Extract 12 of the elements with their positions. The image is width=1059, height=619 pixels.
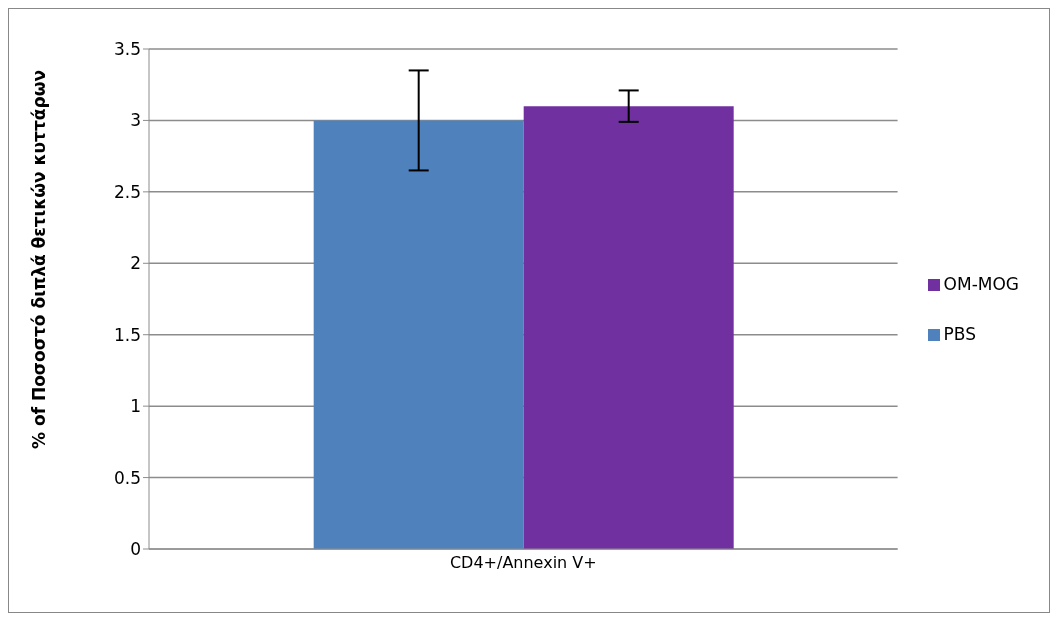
- y-tick-label: 1.5: [113, 324, 141, 345]
- legend-label: PBS: [943, 324, 976, 344]
- legend-label: OM-MOG: [943, 274, 1019, 294]
- y-tick-label: 0: [130, 539, 141, 560]
- y-tick-label: 1: [130, 396, 141, 417]
- y-tick-label: 3: [130, 110, 141, 131]
- y-tick-label: 2.5: [113, 181, 141, 202]
- y-tick-label: 0.5: [113, 467, 141, 488]
- y-axis-title: % of Ποσοστό διπλά θετικών κυττάρων: [29, 70, 50, 449]
- x-tick-label: CD4+/Annexin V+: [449, 553, 597, 573]
- y-tick-label: 2: [130, 253, 141, 274]
- y-tick-label: 3.5: [113, 39, 141, 60]
